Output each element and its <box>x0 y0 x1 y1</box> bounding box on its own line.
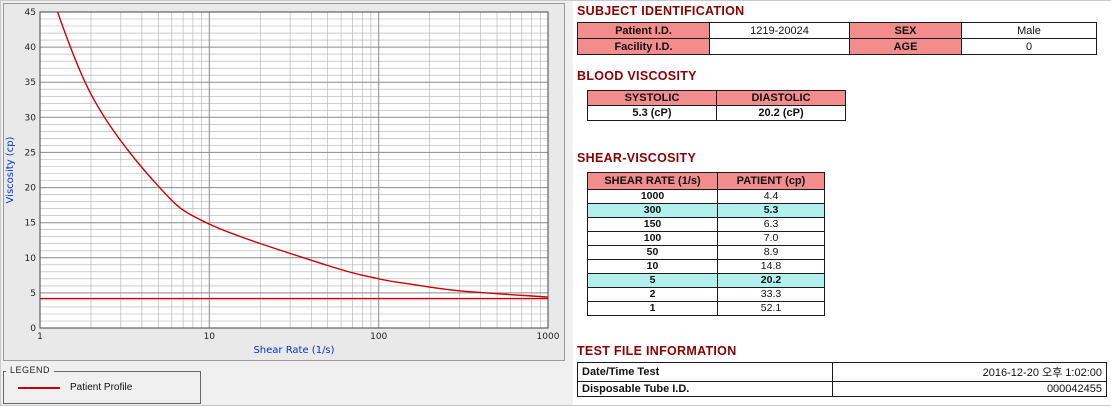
table-row: 300 5.3 <box>587 203 825 218</box>
table-row: 5.3 (cP) 20.2 (cP) <box>587 105 846 121</box>
patient-value-cell: 52.1 <box>717 301 825 316</box>
svg-text:100: 100 <box>370 332 387 342</box>
shear-viscosity-title: SHEAR-VISCOSITY <box>577 151 697 165</box>
patient-value-cell: 6.3 <box>717 217 825 232</box>
table-row: Patient I.D. 1219-20024 SEX Male <box>577 22 1097 39</box>
shear-rate-cell: 100 <box>587 231 718 246</box>
patient-value-cell: 33.3 <box>717 287 825 302</box>
svg-text:15: 15 <box>25 219 36 229</box>
sex-value: Male <box>961 22 1097 39</box>
facility-id-value <box>709 38 850 55</box>
svg-text:1: 1 <box>37 332 43 342</box>
test-file-information-table: Date/Time Test 2016-12-20 오후 1:02:00 Dis… <box>577 362 1107 397</box>
chart-panel: 0 5 10 15 20 25 30 35 40 45 1 10 100 1000 Shear Rate (… <box>3 3 565 361</box>
svg-text:Shear Rate (1/s): Shear Rate (1/s) <box>253 345 334 356</box>
svg-text:1000: 1000 <box>537 332 560 342</box>
legend-box: LEGEND Patient Profile <box>3 365 201 404</box>
shear-rate-cell: 50 <box>587 245 718 260</box>
disposable-tube-id-label: Disposable Tube I.D. <box>577 381 833 397</box>
patient-id-value: 1219-20024 <box>709 22 850 39</box>
svg-text:0: 0 <box>30 324 36 334</box>
date-time-test-label: Date/Time Test <box>577 362 833 382</box>
shear-rate-cell: 10 <box>587 259 718 274</box>
viscosity-vs-shear-rate-chart: 0 5 10 15 20 25 30 35 40 45 1 10 100 1000 Shear Rate (… <box>5 8 560 356</box>
table-row: Facility I.D. AGE 0 <box>577 38 1097 55</box>
blood-viscosity-table: SYSTOLIC DIASTOLIC 5.3 (cP) 20.2 (cP) <box>587 90 846 121</box>
table-row: 1 52.1 <box>587 301 825 316</box>
table-row: 150 6.3 <box>587 217 825 232</box>
shear-rate-cell: 5 <box>587 273 718 288</box>
date-time-test-value: 2016-12-20 오후 1:02:00 <box>832 362 1107 382</box>
shear-viscosity-table: SHEAR RATE (1/s) PATIENT (cp) 1000 4.4 30… <box>587 172 825 316</box>
blood-viscosity-title: BLOOD VISCOSITY <box>577 69 697 83</box>
patient-value-cell: 7.0 <box>717 231 825 246</box>
table-row: Disposable Tube I.D. 000042455 <box>577 381 1107 397</box>
disposable-tube-id-value: 000042455 <box>832 381 1107 397</box>
svg-text:30: 30 <box>25 113 37 123</box>
report-panel: SUBJECT IDENTIFICATION Patient I.D. 1219… <box>577 1 1111 405</box>
shear-rate-cell: 300 <box>587 203 718 218</box>
diastolic-header: DIASTOLIC <box>716 90 846 106</box>
shear-rate-header: SHEAR RATE (1/s) <box>587 172 718 190</box>
shear-rate-cell: 150 <box>587 217 718 232</box>
table-row: 5 20.2 <box>587 273 825 288</box>
svg-text:45: 45 <box>25 8 36 18</box>
facility-id-label: Facility I.D. <box>577 38 710 55</box>
subject-identification-table: Patient I.D. 1219-20024 SEX Male Facilit… <box>577 22 1097 55</box>
table-row: 1000 4.4 <box>587 189 825 204</box>
diastolic-value: 20.2 (cP) <box>716 105 846 121</box>
systolic-value: 5.3 (cP) <box>587 105 717 121</box>
patient-value-cell: 5.3 <box>717 203 825 218</box>
table-row: SHEAR RATE (1/s) PATIENT (cp) <box>587 172 825 190</box>
legend-series-label: Patient Profile <box>70 382 133 393</box>
patient-id-label: Patient I.D. <box>577 22 710 39</box>
svg-text:Viscosity (cp): Viscosity (cp) <box>5 136 16 203</box>
legend-title: LEGEND <box>6 365 55 375</box>
svg-text:35: 35 <box>25 78 36 88</box>
shear-rate-cell: 1 <box>587 301 718 316</box>
svg-text:5: 5 <box>30 289 36 299</box>
table-row: 50 8.9 <box>587 245 825 260</box>
legend-entry: Patient Profile <box>4 372 200 403</box>
table-row: 10 14.8 <box>587 259 825 274</box>
table-row: SYSTOLIC DIASTOLIC <box>587 90 846 106</box>
table-row: Date/Time Test 2016-12-20 오후 1:02:00 <box>577 362 1107 382</box>
patient-header: PATIENT (cp) <box>717 172 825 190</box>
age-label: AGE <box>849 38 962 55</box>
svg-text:10: 10 <box>204 332 216 342</box>
test-file-information-title: TEST FILE INFORMATION <box>577 344 737 358</box>
shear-rate-cell: 1000 <box>587 189 718 204</box>
patient-value-cell: 20.2 <box>717 273 825 288</box>
table-row: 2 33.3 <box>587 287 825 302</box>
subject-identification-title: SUBJECT IDENTIFICATION <box>577 4 745 18</box>
patient-value-cell: 4.4 <box>717 189 825 204</box>
svg-text:40: 40 <box>25 43 37 53</box>
patient-profile-line-sample <box>18 386 60 389</box>
svg-text:25: 25 <box>25 148 36 158</box>
patient-value-cell: 8.9 <box>717 245 825 260</box>
age-value: 0 <box>961 38 1097 55</box>
patient-value-cell: 14.8 <box>717 259 825 274</box>
svg-text:20: 20 <box>25 184 37 194</box>
systolic-header: SYSTOLIC <box>587 90 717 106</box>
sex-label: SEX <box>849 22 962 39</box>
shear-rate-cell: 2 <box>587 287 718 302</box>
chart-area-panel: 0 5 10 15 20 25 30 35 40 45 1 10 100 1000 Shear Rate (… <box>1 1 573 405</box>
table-row: 100 7.0 <box>587 231 825 246</box>
svg-text:10: 10 <box>25 254 37 264</box>
